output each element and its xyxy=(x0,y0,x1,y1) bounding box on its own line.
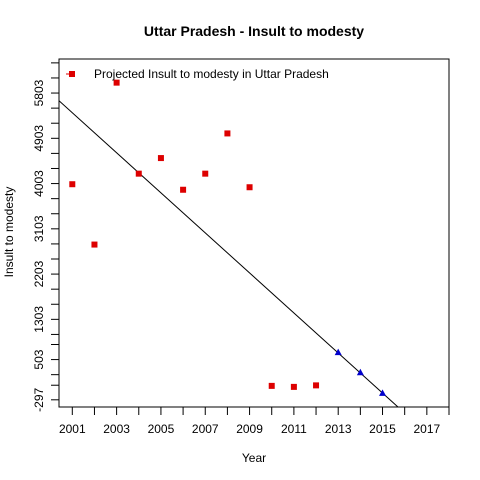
series-1-point-2 xyxy=(379,389,387,396)
x-tick-label-7: 2015 xyxy=(369,422,396,436)
x-tick-label-2: 2005 xyxy=(148,422,175,436)
plot-frame xyxy=(58,58,450,408)
series-0-point-6 xyxy=(202,170,209,177)
series-0-point-5 xyxy=(180,186,187,193)
y-tick-label-0: -297 xyxy=(32,387,46,411)
y-tick-label-7: 5803 xyxy=(32,79,46,106)
series-0-point-3 xyxy=(135,170,142,177)
y-axis-label: Insult to modesty xyxy=(2,187,16,278)
x-axis-label: Year xyxy=(242,451,266,465)
series-0-point-9 xyxy=(268,382,275,389)
y-tick-label-1: 503 xyxy=(32,349,46,369)
series-0-point-7 xyxy=(224,130,231,137)
data-layer xyxy=(59,79,399,407)
series-0-point-1 xyxy=(91,241,98,248)
x-tick-label-4: 2009 xyxy=(236,422,263,436)
x-tick-label-0: 2001 xyxy=(59,422,86,436)
x-tick-label-5: 2011 xyxy=(281,422,307,436)
series-0-point-2 xyxy=(113,79,120,86)
trend-line xyxy=(59,100,399,407)
legend-marker xyxy=(69,71,75,77)
series-0-point-0 xyxy=(69,181,76,188)
series-0-point-8 xyxy=(246,184,253,191)
series-1-point-0 xyxy=(334,348,342,356)
y-tick-label-6: 4903 xyxy=(32,125,46,152)
series-0-point-4 xyxy=(157,155,164,162)
series-0-point-11 xyxy=(313,382,320,389)
plot-area: 2001 2003 2005 2007 2009 2011 2013 2015 2017 -297… xyxy=(32,58,450,436)
series-0-point-10 xyxy=(290,383,297,390)
y-tick-label-3: 2203 xyxy=(32,260,46,287)
x-tick-label-8: 2017 xyxy=(413,422,440,436)
y-tick-label-2: 1303 xyxy=(32,306,46,333)
y-tick-label-4: 3103 xyxy=(32,215,46,242)
x-tick-label-1: 2003 xyxy=(103,422,130,436)
y-tick-label-5: 4003 xyxy=(32,170,46,197)
x-tick-label-6: 2013 xyxy=(325,422,352,436)
chart-title: Uttar Pradesh - Insult to modesty xyxy=(144,23,364,39)
x-tick-label-3: 2007 xyxy=(192,422,219,436)
series-1-point-1 xyxy=(356,368,364,376)
legend-label: Projected Insult to modesty in Uttar Pra… xyxy=(94,67,329,81)
